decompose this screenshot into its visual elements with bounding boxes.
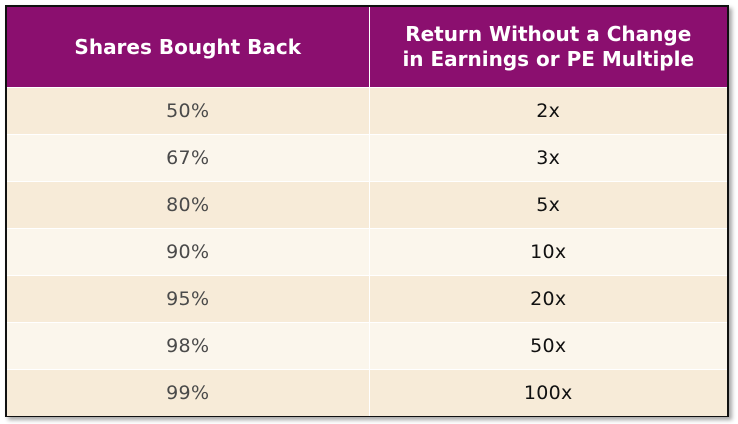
table-row: 98% 50x (7, 322, 727, 370)
table-row: 95% 20x (7, 275, 727, 323)
cell-shares-bought-back: 99% (7, 369, 370, 416)
table-row: 67% 3x (7, 134, 727, 182)
table-row: 50% 2x (7, 87, 727, 135)
cell-return: 100x (523, 382, 573, 404)
cell-shares-bought-back: 50% (7, 87, 370, 135)
cell-shares-bought-back: 80% (7, 181, 370, 229)
header-line: in Earnings or PE Multiple (402, 47, 695, 71)
header-line: Shares Bought Back (74, 34, 302, 59)
cell-return: 2x (536, 100, 561, 122)
header-row: Shares Bought Back Return Without a Chan… (7, 7, 727, 88)
cell-shares-bought-back: 95% (7, 275, 370, 323)
cell-return: 5x (536, 194, 561, 216)
buyback-return-table: Shares Bought Back Return Without a Chan… (5, 5, 729, 417)
table-row: 80% 5x (7, 181, 727, 229)
header-line: Return Without a Change (405, 22, 692, 46)
cell-shares-bought-back: 90% (7, 228, 370, 276)
cell-return: 50x (530, 335, 567, 357)
cell-shares-bought-back: 98% (7, 322, 370, 370)
cell-return: 3x (536, 147, 561, 169)
header-shares-bought-back: Shares Bought Back (7, 7, 370, 88)
cell-shares-bought-back: 67% (7, 134, 370, 182)
table-row: 90% 10x (7, 228, 727, 276)
table-row: 99% 100x (7, 369, 727, 416)
cell-return: 10x (530, 241, 567, 263)
data-table: Shares Bought Back Return Without a Chan… (7, 7, 727, 416)
table-body: 50% 2x 67% 3x 80% 5x 90% 10x 95% 20x 98% 50x 99% 100x (7, 87, 727, 416)
cell-return: 20x (530, 288, 567, 310)
header-return: Return Without a Change in Earnings or P… (369, 7, 727, 88)
